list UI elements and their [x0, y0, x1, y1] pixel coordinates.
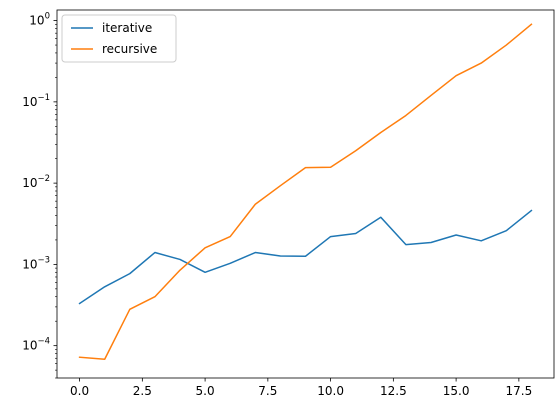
x-tick-label: 12.5	[380, 384, 407, 398]
legend: iterative recursive	[61, 14, 177, 63]
series-line-recursive	[78, 23, 533, 361]
legend-label-recursive: recursive	[102, 42, 157, 56]
axis-ticks: 0.0 2.5 5.0 7.5 10.0 12.5 15.0 17.5 10−4 10−3 10−2…	[22, 12, 532, 398]
x-tick-label: 0.0	[70, 384, 89, 398]
legend-box	[61, 14, 177, 63]
y-tick-label: 10−2	[22, 174, 50, 190]
x-tick-label: 17.5	[505, 384, 532, 398]
x-tick-label: 15.0	[443, 384, 470, 398]
series-line-iterative	[78, 209, 533, 305]
plot-frame	[56, 9, 555, 379]
x-tick-label: 2.5	[133, 384, 152, 398]
y-tick-label: 10−3	[22, 255, 50, 271]
x-tick-label: 7.5	[258, 384, 277, 398]
x-tick-label: 5.0	[196, 384, 215, 398]
y-tick-label: 100	[29, 12, 50, 28]
y-tick-label: 10−4	[22, 337, 50, 353]
series-layer	[78, 23, 533, 361]
y-tick-label: 10−1	[22, 93, 50, 109]
legend-label-iterative: iterative	[102, 21, 152, 35]
x-tick-label: 10.0	[317, 384, 344, 398]
